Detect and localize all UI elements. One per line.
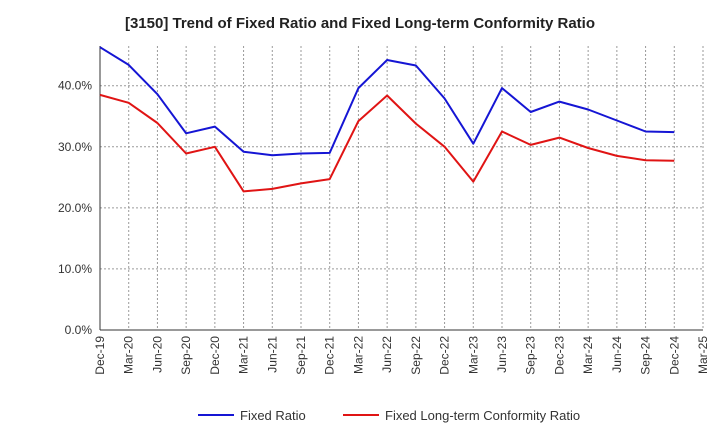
x-tick-label: Jun-20 <box>150 336 164 373</box>
x-tick-label: Mar-23 <box>466 336 480 374</box>
y-tick-label: 40.0% <box>58 79 92 93</box>
x-tick-label: Sep-24 <box>639 336 653 375</box>
x-tick-label: Mar-20 <box>122 336 136 374</box>
x-tick-label: Mar-21 <box>237 336 251 374</box>
series-line-fixed-ratio <box>99 46 675 157</box>
x-tick-label: Dec-23 <box>552 336 566 375</box>
x-tick-label: Mar-22 <box>351 336 365 374</box>
x-tick-label: Sep-20 <box>179 336 193 375</box>
x-tick-label: Dec-21 <box>323 336 337 375</box>
x-tick-label: Dec-19 <box>93 336 107 375</box>
y-tick-label: 20.0% <box>58 201 92 215</box>
x-tick-label: Sep-22 <box>409 336 423 375</box>
series-layer <box>99 46 675 193</box>
x-tick-label: Sep-21 <box>294 336 308 375</box>
x-tick-label: Mar-25 <box>696 336 710 374</box>
y-tick-label: 10.0% <box>58 262 92 276</box>
x-tick-label: Jun-24 <box>610 336 624 373</box>
x-tick-label: Jun-22 <box>380 336 394 373</box>
legend-label-fixed-long-term-conformity-ratio: Fixed Long-term Conformity Ratio <box>385 408 580 423</box>
x-tick-label: Sep-23 <box>524 336 538 375</box>
y-tick-label: 30.0% <box>58 140 92 154</box>
x-tick-label: Dec-20 <box>208 336 222 375</box>
x-tick-label: Jun-23 <box>495 336 509 373</box>
y-tick-label: 0.0% <box>65 323 93 337</box>
grid-layer <box>100 46 704 330</box>
x-tick-label: Dec-22 <box>438 336 452 375</box>
x-tick-label: Jun-21 <box>265 336 279 373</box>
x-tick-label: Mar-24 <box>581 336 595 374</box>
legend-label-fixed-ratio: Fixed Ratio <box>240 408 306 423</box>
legend: Fixed Ratio Fixed Long-term Conformity Ra… <box>198 408 580 423</box>
series-line-fixed-long-term-conformity-ratio <box>99 93 675 193</box>
axis-layer: 0.0% 10.0% 20.0% 30.0% 40.0% Dec-19 Mar-20 Jun-… <box>58 46 710 375</box>
x-tick-label: Dec-24 <box>667 336 681 375</box>
chart-title: [3150] Trend of Fixed Ratio and Fixed Lo… <box>124 15 596 32</box>
